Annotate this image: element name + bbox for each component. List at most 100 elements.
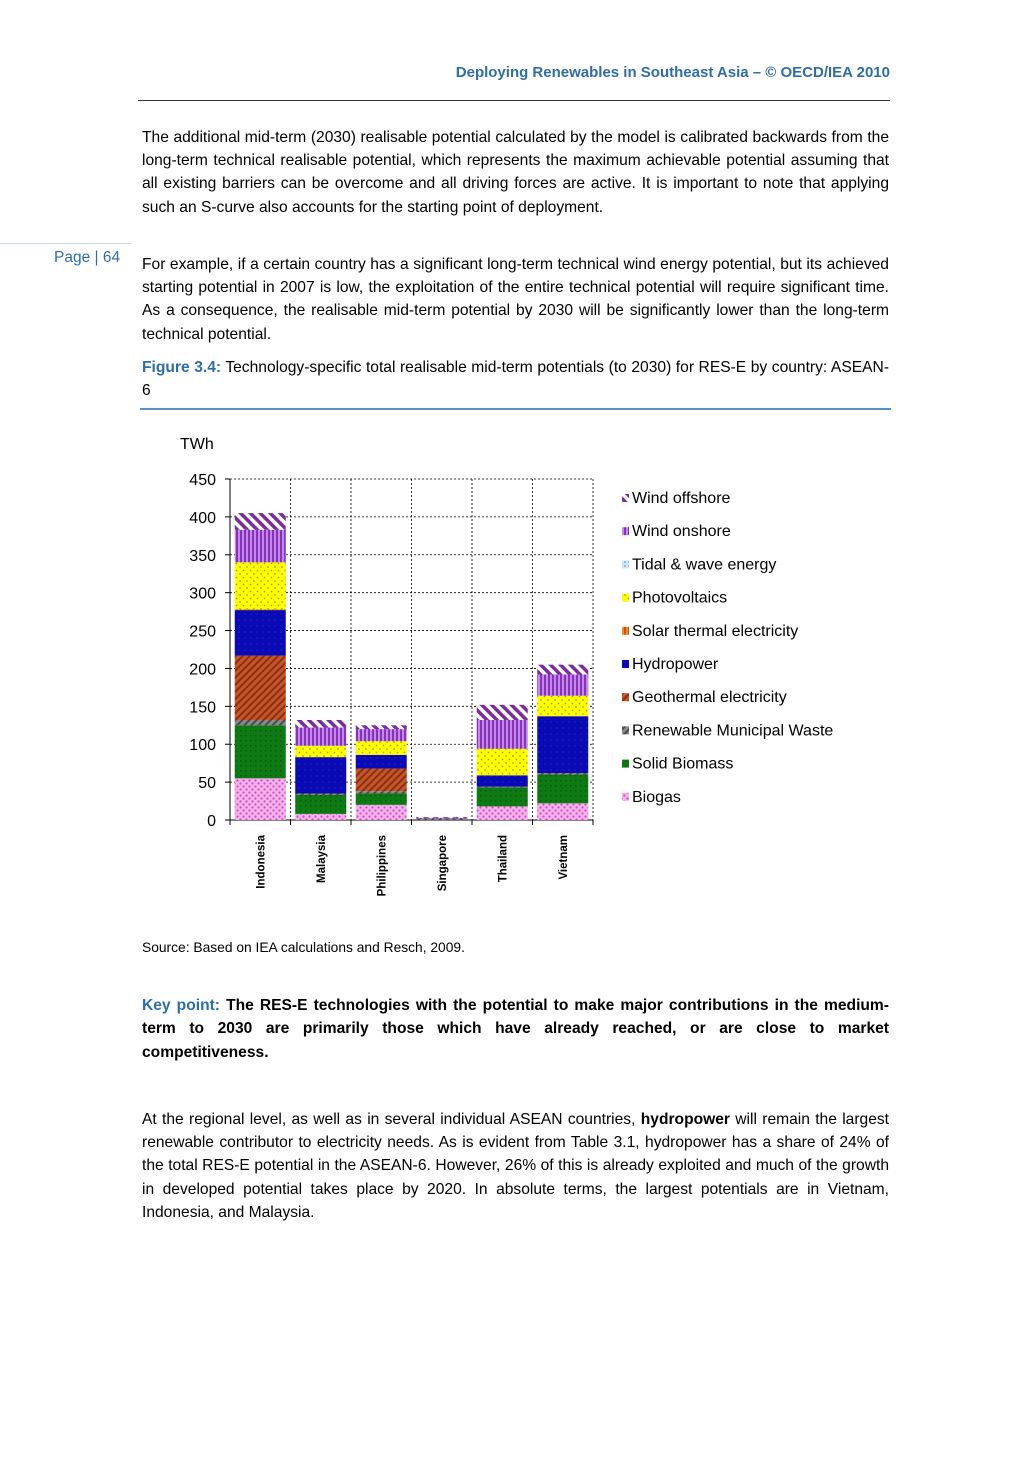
bars — [234, 513, 589, 820]
bar-segment — [416, 816, 468, 818]
paragraph-3: At the regional level, as well as in sev… — [142, 1108, 889, 1224]
figure-source: Source: Based on IEA calculations and Re… — [142, 940, 465, 955]
running-header: Deploying Renewables in Southeast Asia –… — [455, 64, 890, 81]
legend: Wind offshore Wind onshore Tidal & wave en… — [622, 490, 833, 806]
bar-segment — [537, 716, 589, 774]
bar-segment — [476, 786, 528, 788]
bar-segment — [295, 745, 347, 758]
bar-segment — [295, 719, 347, 728]
y-tick-label: 200 — [189, 661, 216, 678]
bar-segment — [537, 674, 589, 696]
bar-segment — [476, 704, 528, 720]
paragraph-3-end: will remain the largest renewable contri… — [142, 1111, 890, 1221]
bar-segment — [355, 754, 407, 769]
legend-label: Renewable Municipal Waste — [632, 722, 833, 739]
bar-segment — [295, 793, 347, 795]
caption-rule — [140, 408, 891, 410]
bar-segment — [355, 793, 407, 805]
bar-segment — [295, 727, 347, 746]
figure-number: Figure 3.4: — [142, 359, 222, 376]
bar-segment — [476, 719, 528, 749]
key-point-text: The RES-E technologies with the potentia… — [142, 997, 889, 1061]
bar-segment — [537, 803, 589, 820]
legend-swatch — [622, 726, 629, 735]
bar-segment — [355, 725, 407, 730]
bar-segment — [295, 794, 347, 814]
bar-segment — [234, 719, 286, 726]
legend-label: Hydropower — [632, 656, 719, 673]
legend-label: Wind offshore — [632, 490, 731, 507]
paragraph-2: For example, if a certain country has a … — [142, 256, 889, 343]
legend-label: Solid Biomass — [632, 756, 733, 773]
bar-segment — [295, 813, 347, 820]
legend-swatch — [622, 693, 629, 702]
legend-label: Tidal & wave energy — [632, 556, 776, 573]
bar-segment — [355, 791, 407, 794]
bar-segment — [476, 748, 528, 776]
page-label-rule — [0, 243, 132, 244]
gridlines — [230, 478, 594, 820]
bar-segment — [537, 695, 589, 717]
y-tick-label: 450 — [189, 472, 216, 489]
header-rule — [138, 100, 890, 101]
y-tick-label: 50 — [198, 775, 216, 792]
legend-label: Biogas — [632, 789, 681, 806]
x-category-label: Philippines — [376, 835, 388, 896]
bar-segment — [234, 610, 286, 656]
bar-segment — [234, 655, 286, 720]
y-axis-title: TWh — [180, 436, 214, 453]
legend-swatch — [622, 593, 629, 602]
y-tick-label: 100 — [189, 737, 216, 754]
bar-segment — [355, 741, 407, 755]
bar-segment — [476, 787, 528, 807]
paragraph-3-bold: hydropower — [640, 1111, 730, 1128]
legend-label: Geothermal electricity — [632, 689, 787, 706]
legend-swatch — [622, 494, 629, 502]
page-number: Page | 64 — [54, 249, 121, 266]
bar-segment — [537, 773, 589, 775]
legend-label: Photovoltaics — [632, 590, 727, 607]
axes: 0 50 100 150 200 250 300 350 400 450 Indonesia Mala… — [189, 472, 594, 896]
legend-swatch — [622, 660, 629, 668]
bar-segment — [234, 513, 286, 530]
key-point: Key point: The RES-E technologies with t… — [142, 994, 889, 1064]
x-category-label: Indonesia — [255, 834, 267, 888]
bar-segment — [355, 804, 407, 820]
y-tick-label: 400 — [189, 510, 216, 527]
bar-segment — [537, 774, 589, 804]
paragraph-1: The additional mid-term (2030) realisabl… — [142, 129, 889, 216]
legend-label: Solar thermal electricity — [632, 623, 798, 640]
legend-swatch — [622, 626, 629, 635]
y-tick-label: 150 — [189, 699, 216, 716]
x-category-label: Singapore — [437, 835, 449, 891]
figure-caption: Figure 3.4: Technology-specific total re… — [142, 356, 889, 402]
bar-segment — [416, 817, 468, 819]
legend-swatch — [622, 759, 629, 768]
y-tick-label: 0 — [207, 813, 216, 830]
bar-segment — [416, 818, 468, 820]
y-tick-label: 300 — [189, 586, 216, 603]
x-category-label: Vietnam — [558, 835, 570, 880]
x-category-label: Malaysia — [316, 834, 328, 883]
y-tick-label: 250 — [189, 624, 216, 641]
bar-segment — [476, 806, 528, 820]
legend-swatch — [622, 527, 629, 536]
key-point-label: Key point: — [142, 997, 220, 1014]
legend-swatch — [622, 792, 629, 801]
legend-swatch — [622, 560, 629, 569]
bar-segment — [355, 768, 407, 792]
bar-segment — [234, 778, 286, 820]
bar-segment — [234, 562, 286, 610]
bar-segment — [355, 729, 407, 742]
legend-label: Wind onshore — [632, 523, 731, 540]
paragraph-3-start: At the regional level, as well as in sev… — [142, 1111, 641, 1128]
x-category-label: Thailand — [497, 835, 509, 882]
bar-segment — [234, 725, 286, 779]
bar-segment — [234, 609, 286, 611]
figure-caption-text: Technology-specific total realisable mid… — [142, 359, 889, 400]
bar-segment — [476, 775, 528, 787]
bar-segment — [234, 529, 286, 563]
y-tick-label: 350 — [189, 548, 216, 565]
bar-segment — [537, 664, 589, 675]
stacked-bar-chart: TWh 0 50 100 150 200 250 300 350 400 450 Indonesia… — [180, 436, 833, 896]
